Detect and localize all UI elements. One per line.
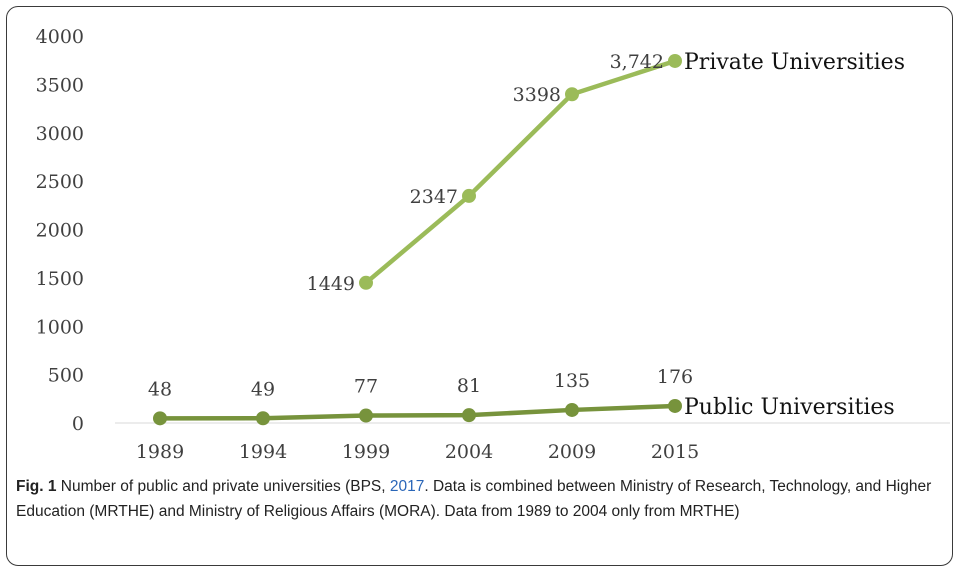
y-tick-label: 3000 bbox=[36, 123, 84, 145]
data-label: 176 bbox=[657, 366, 693, 388]
series-name-label: Public Universities bbox=[684, 395, 895, 420]
series-line bbox=[157, 403, 678, 421]
x-tick-label: 1999 bbox=[342, 441, 390, 463]
data-label: 81 bbox=[457, 375, 481, 397]
y-tick-label: 500 bbox=[48, 365, 84, 387]
x-tick-label: 1994 bbox=[239, 441, 287, 463]
x-tick-label: 2015 bbox=[651, 441, 699, 463]
x-tick-label: 2009 bbox=[548, 441, 596, 463]
y-tick-label: 4000 bbox=[36, 26, 84, 48]
series-name-label: Private Universities bbox=[684, 50, 905, 75]
x-tick-label: 2004 bbox=[445, 441, 493, 463]
data-label: 1449 bbox=[307, 273, 355, 295]
data-point bbox=[565, 87, 579, 102]
data-point bbox=[668, 53, 682, 68]
data-point bbox=[668, 398, 682, 413]
data-label: 77 bbox=[354, 376, 378, 398]
data-label: 135 bbox=[554, 370, 590, 392]
data-point bbox=[256, 411, 270, 426]
data-point bbox=[359, 408, 373, 423]
y-tick-label: 2500 bbox=[36, 171, 84, 193]
figure-caption: Fig. 1 Number of public and private univ… bbox=[16, 474, 946, 524]
data-label: 48 bbox=[148, 378, 172, 400]
line-chart: 0 500 1000 1500 2000 2500 3000 3500 4000 1989 199… bbox=[36, 26, 950, 463]
y-tick-label: 2000 bbox=[36, 220, 84, 242]
data-point bbox=[462, 408, 476, 423]
caption-text-end: . Data is combined between Ministry of R… bbox=[16, 478, 932, 520]
data-point bbox=[565, 402, 579, 417]
data-label: 49 bbox=[251, 378, 275, 400]
y-tick-label: 0 bbox=[72, 413, 84, 435]
data-label: 3398 bbox=[513, 84, 561, 106]
x-tick-label: 1989 bbox=[136, 441, 184, 463]
series-line bbox=[363, 58, 678, 286]
citation-link[interactable]: 2017 bbox=[389, 478, 425, 495]
y-axis-tick-labels: 0 500 1000 1500 2000 2500 3000 3500 4000 bbox=[36, 26, 84, 435]
x-axis-tick-labels: 1989 1994 1999 2004 2009 2015 bbox=[136, 441, 699, 463]
data-label: 2347 bbox=[410, 186, 458, 208]
series-public-universities: 48 49 77 81 135 176 Public Universities bbox=[148, 366, 895, 426]
y-tick-label: 1500 bbox=[36, 268, 84, 290]
series-private-universities: 1449 2347 3398 3,742 Private Universities bbox=[307, 50, 905, 295]
y-tick-label: 1000 bbox=[36, 316, 84, 338]
data-point bbox=[153, 411, 167, 426]
y-tick-label: 3500 bbox=[36, 74, 84, 96]
data-point bbox=[359, 275, 373, 290]
figure-label: Fig. 1 bbox=[16, 478, 57, 495]
caption-text-start: Number of public and private universitie… bbox=[56, 478, 390, 495]
data-label: 3,742 bbox=[610, 51, 664, 73]
data-point bbox=[462, 188, 476, 203]
